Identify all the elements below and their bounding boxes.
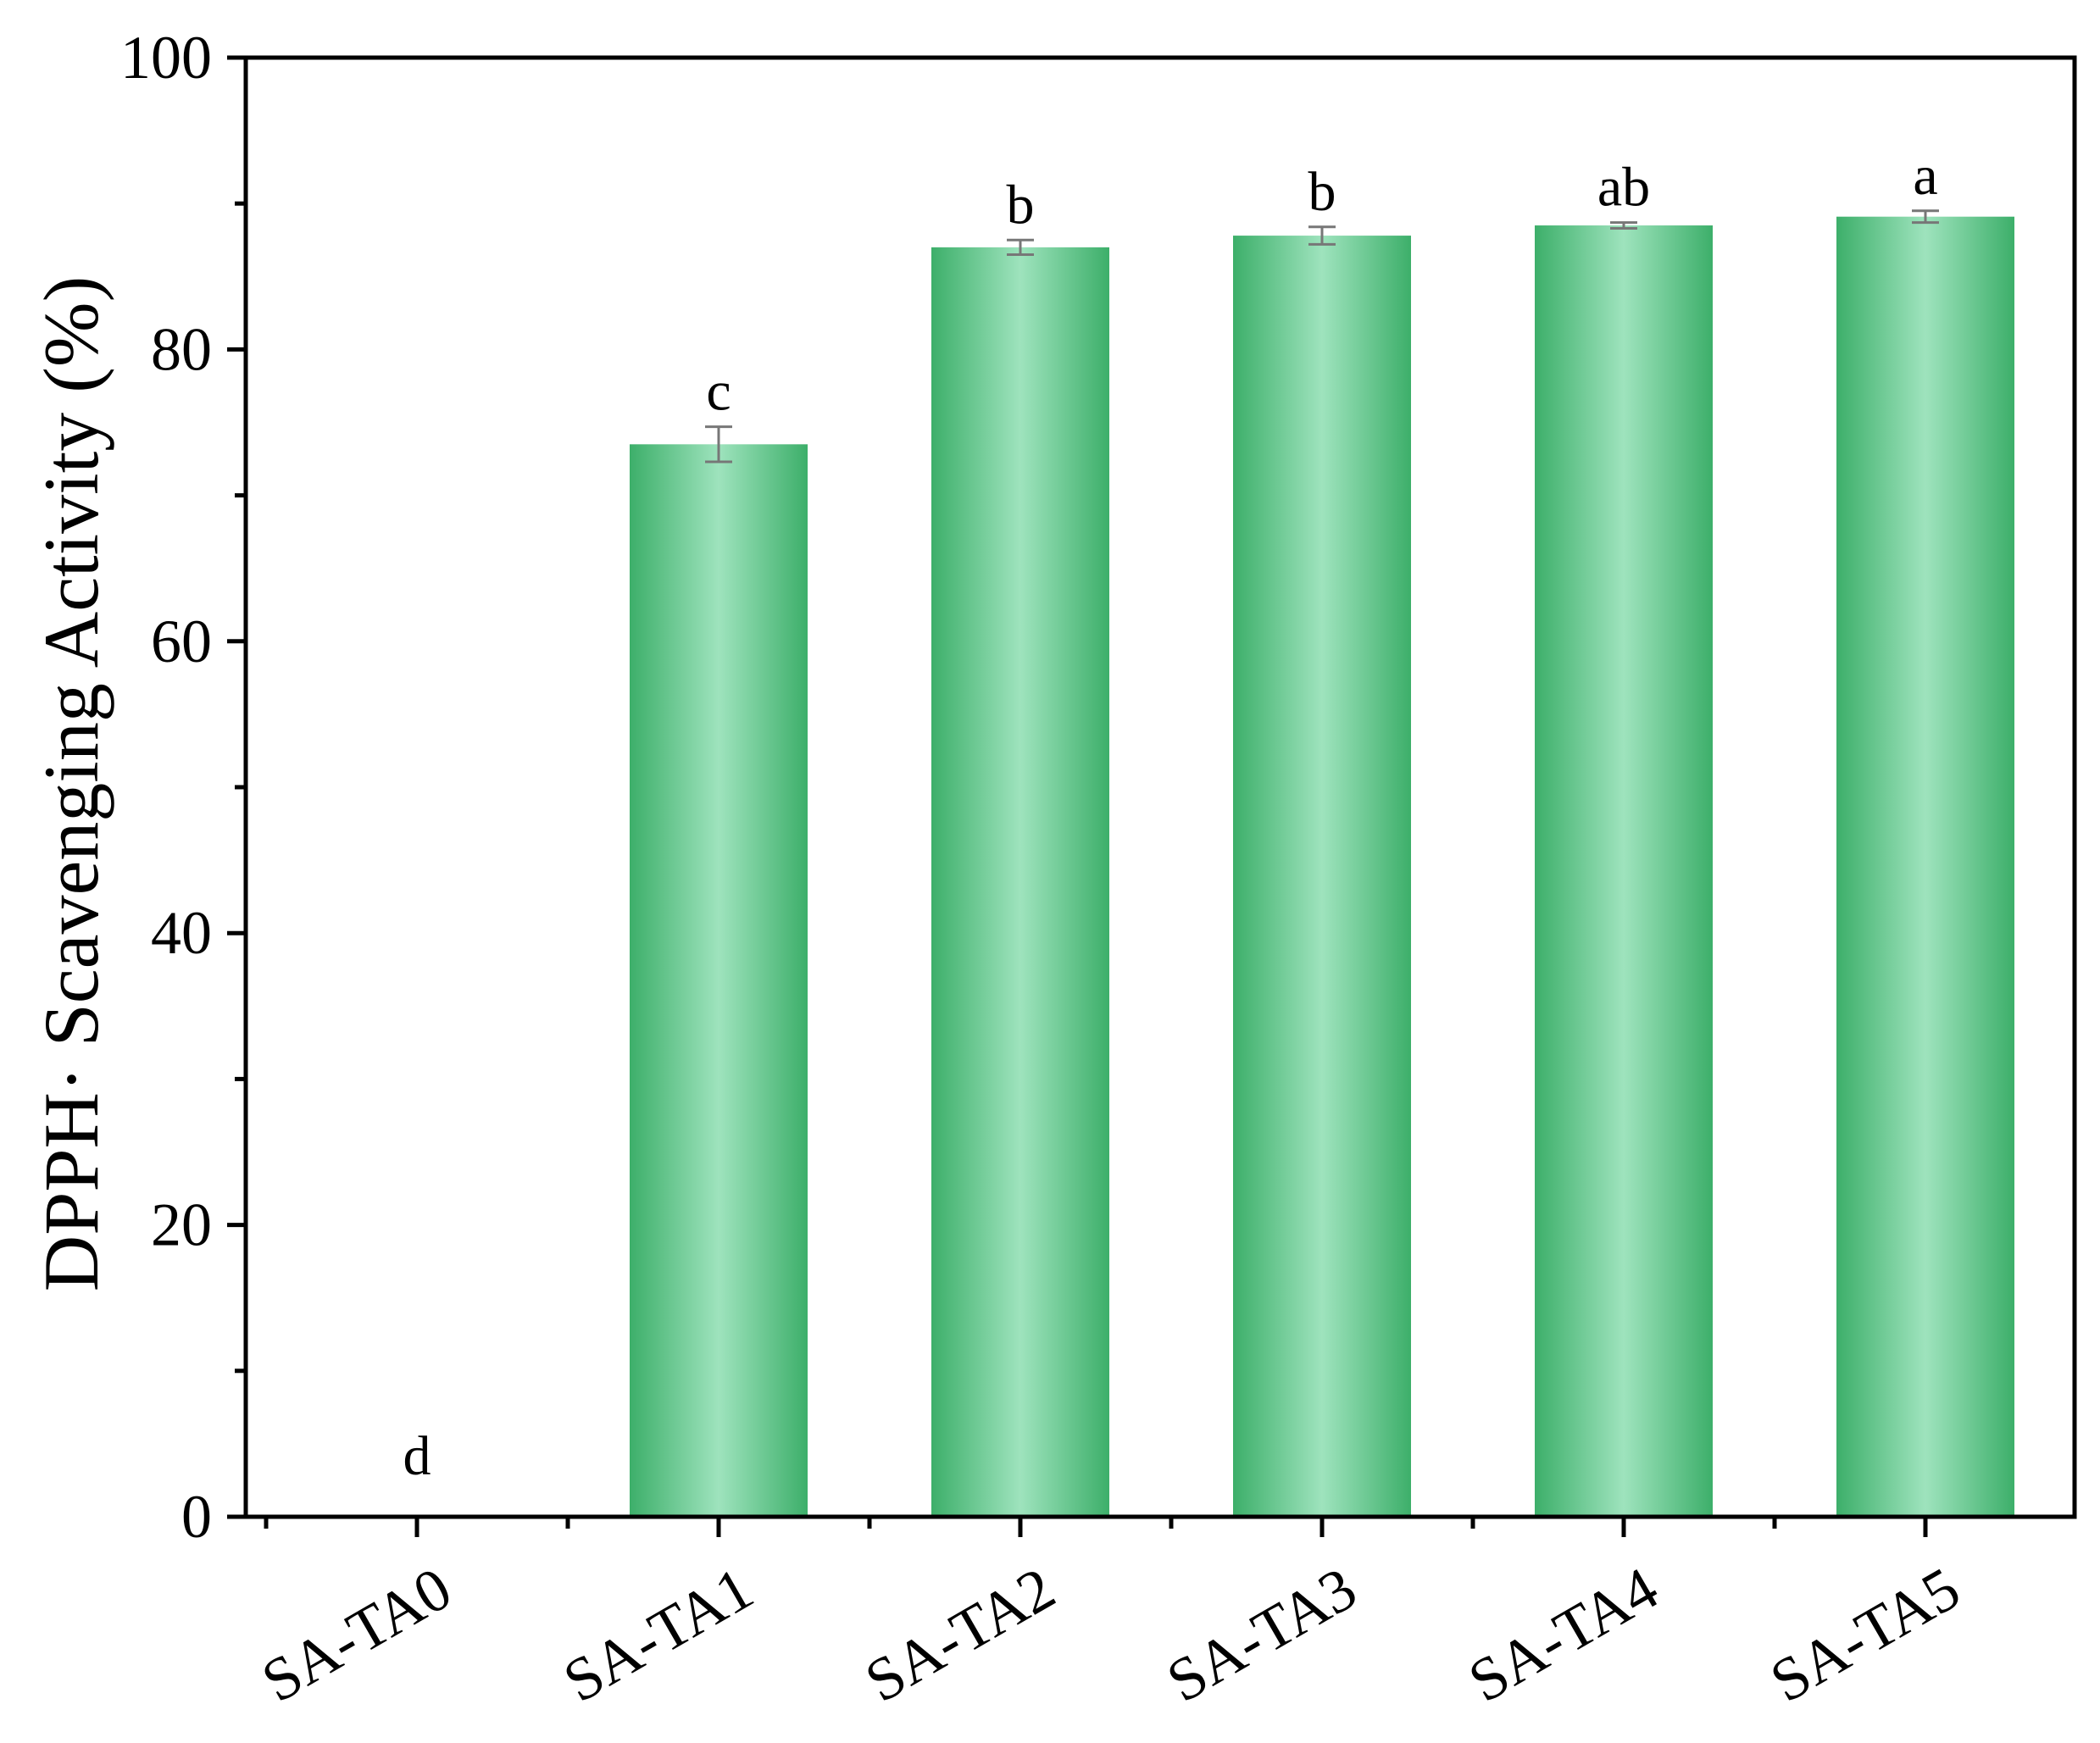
error-bar-SA-TA1: [705, 425, 732, 464]
significance-label: ab: [1597, 157, 1650, 219]
error-bar-SA-TA5: [1912, 209, 1939, 225]
y-tick-label: 20: [151, 1191, 212, 1259]
bar-SA-TA4: [1535, 225, 1713, 1517]
error-bar-SA-TA2: [1007, 238, 1034, 256]
y-axis-title: DPPH· Scavenging Activity (%): [28, 276, 114, 1291]
bar-SA-TA3: [1233, 236, 1411, 1518]
bar-SA-TA2: [931, 247, 1109, 1517]
bar-SA-TA5: [1836, 216, 2014, 1517]
significance-label: c: [706, 361, 731, 423]
error-bar-SA-TA3: [1308, 225, 1336, 246]
x-tick-label-SA-TA5: SA-TA5: [1759, 1554, 1971, 1715]
significance-label: b: [1308, 161, 1336, 223]
axes-layer: [227, 55, 2077, 1537]
y-tick-label: 0: [181, 1483, 212, 1551]
bar-SA-TA1: [630, 444, 808, 1517]
x-tick-label-SA-TA0: SA-TA0: [251, 1554, 463, 1715]
x-tick-label-SA-TA3: SA-TA3: [1156, 1554, 1368, 1715]
y-tick-label: 60: [151, 608, 212, 675]
y-tick-label: 80: [151, 315, 212, 383]
x-tick-label-SA-TA1: SA-TA1: [553, 1554, 764, 1715]
y-tick-label: 100: [120, 24, 212, 92]
x-tick-label-SA-TA4: SA-TA4: [1458, 1554, 1669, 1715]
significance-label: a: [1913, 145, 1937, 207]
bars-layer: [630, 216, 2014, 1518]
plot-frame: [243, 55, 2077, 1519]
error-bar-SA-TA4: [1610, 221, 1637, 230]
significance-label: b: [1007, 174, 1035, 236]
significance-label: d: [403, 1425, 431, 1487]
y-tick-label: 40: [151, 899, 212, 967]
error-bars-layer: [705, 209, 1939, 464]
x-tick-label-SA-TA2: SA-TA2: [854, 1554, 1066, 1715]
